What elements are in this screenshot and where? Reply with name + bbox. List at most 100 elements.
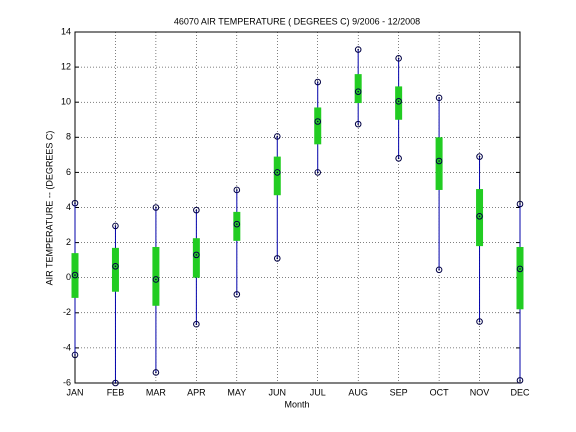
max-dot — [519, 203, 521, 205]
spread-bar — [476, 189, 484, 247]
mean-marker — [273, 169, 281, 176]
y-axis-label: AIR TEMPERATURE -- (DEGREES C) — [44, 131, 54, 286]
mean-dot — [236, 223, 238, 225]
x-tick-label: SEP — [390, 387, 408, 397]
max-marker — [435, 94, 443, 102]
y-tick-label: 0 — [66, 272, 71, 282]
max-dot — [316, 81, 319, 83]
min-dot — [397, 157, 400, 160]
min-dot — [155, 371, 157, 374]
max-marker — [273, 133, 281, 140]
min-marker — [395, 155, 402, 162]
y-tick-label: 6 — [66, 167, 71, 177]
max-marker — [152, 204, 160, 211]
max-dot — [276, 135, 279, 138]
max-marker — [395, 55, 402, 62]
min-marker — [112, 379, 119, 387]
mean-marker — [112, 262, 119, 270]
min-dot — [357, 123, 359, 125]
mean-dot — [519, 268, 521, 270]
mean-dot — [478, 215, 481, 218]
min-dot — [195, 323, 198, 326]
spread-bar — [395, 86, 403, 120]
max-dot — [74, 202, 76, 204]
x-tick-label: FEB — [107, 387, 125, 397]
max-dot — [155, 206, 157, 209]
spread-bar — [273, 156, 281, 196]
mean-marker — [435, 157, 443, 165]
min-dot — [114, 382, 117, 384]
max-dot — [236, 189, 238, 191]
mean-marker — [193, 251, 200, 259]
max-dot — [195, 209, 198, 211]
x-tick-label: MAR — [146, 387, 167, 397]
max-marker — [193, 206, 200, 214]
y-tick-label: 8 — [66, 132, 71, 142]
max-dot — [438, 97, 440, 99]
max-marker — [314, 78, 322, 86]
max-marker — [233, 186, 241, 194]
max-marker — [354, 46, 362, 53]
min-dot — [519, 379, 521, 382]
max-marker — [516, 200, 524, 208]
min-marker — [233, 291, 241, 298]
mean-dot — [114, 265, 117, 268]
min-marker — [152, 369, 160, 376]
y-tick-label: -6 — [63, 377, 71, 387]
min-marker — [435, 266, 443, 274]
chart-title: 46070 AIR TEMPERATURE ( DEGREES C) 9/200… — [174, 16, 420, 26]
y-tick-label: 12 — [61, 61, 71, 71]
min-dot — [74, 354, 76, 356]
x-tick-label: OCT — [430, 387, 450, 397]
mean-marker — [152, 276, 160, 283]
min-marker — [273, 255, 281, 262]
y-tick-label: 10 — [61, 97, 71, 107]
max-dot — [397, 57, 400, 60]
mean-dot — [195, 254, 198, 256]
min-dot — [438, 269, 440, 271]
mean-dot — [316, 120, 319, 123]
x-tick-label: DEC — [510, 387, 530, 397]
mean-dot — [74, 274, 76, 276]
x-tick-label: AUG — [348, 387, 368, 397]
spread-bar — [233, 211, 241, 241]
min-marker — [354, 120, 362, 128]
min-dot — [236, 293, 238, 296]
x-tick-label: MAY — [227, 387, 246, 397]
min-marker — [71, 351, 79, 359]
x-tick-label: APR — [187, 387, 206, 397]
max-dot — [357, 48, 359, 51]
mean-dot — [438, 160, 440, 162]
max-dot — [478, 155, 481, 158]
x-tick-label: JUN — [269, 387, 287, 397]
spread-bar — [111, 247, 119, 292]
mean-dot — [397, 100, 400, 103]
min-dot — [478, 320, 481, 323]
min-dot — [276, 257, 279, 260]
max-marker — [112, 222, 119, 230]
mean-dot — [155, 278, 157, 281]
mean-marker — [314, 118, 322, 125]
mean-marker — [516, 265, 524, 273]
min-dot — [316, 171, 319, 174]
mean-marker — [71, 271, 79, 279]
min-marker — [516, 377, 524, 384]
mean-marker — [354, 88, 362, 95]
max-marker — [71, 199, 79, 207]
x-tick-label: NOV — [470, 387, 490, 397]
y-tick-label: 14 — [61, 26, 71, 36]
y-tick-label: 4 — [66, 202, 71, 212]
mean-dot — [276, 171, 279, 174]
min-marker — [193, 320, 200, 328]
x-tick-label: JUL — [310, 387, 326, 397]
max-marker — [476, 153, 483, 160]
mean-dot — [357, 90, 359, 93]
y-tick-label: 2 — [66, 237, 71, 247]
x-tick-label: JAN — [66, 387, 83, 397]
x-axis-label: Month — [284, 399, 309, 409]
min-marker — [476, 318, 483, 325]
mean-marker — [476, 212, 483, 220]
